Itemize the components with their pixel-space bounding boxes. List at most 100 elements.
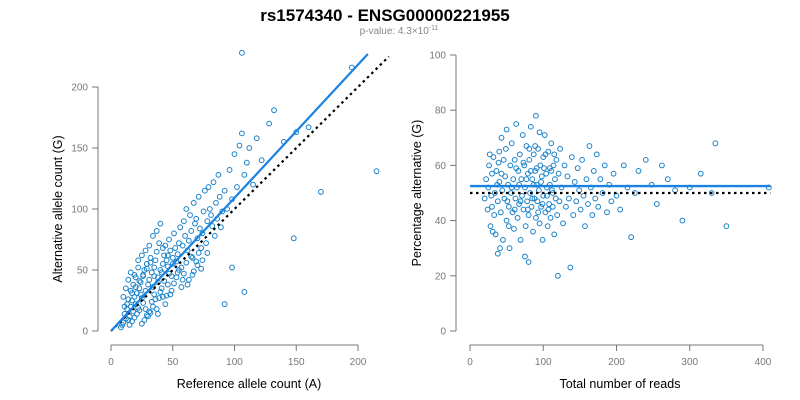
- left-data-point: [209, 223, 216, 229]
- left-data-point: [229, 264, 235, 271]
- left-data-point: [163, 257, 170, 264]
- left-data-point: [131, 271, 138, 278]
- left-data-point: [241, 171, 248, 178]
- right-data-point: [529, 176, 536, 183]
- right-y-tick-label: 20: [435, 271, 447, 282]
- right-data-point: [568, 154, 575, 161]
- right-data-point: [516, 201, 522, 207]
- left-x-tick-label: 50: [167, 357, 179, 368]
- right-data-point: [546, 201, 553, 207]
- right-data-point: [547, 214, 554, 221]
- left-data-point: [146, 242, 153, 249]
- left-data-point: [153, 228, 160, 234]
- right-data-point: [500, 237, 506, 243]
- right-data-point: [524, 170, 531, 177]
- right-data-point: [628, 234, 635, 241]
- right-data-point: [489, 228, 496, 235]
- left-data-point: [226, 167, 233, 173]
- left-data-point: [210, 179, 217, 186]
- right-data-point: [544, 192, 550, 199]
- right-data-point: [487, 223, 494, 230]
- right-data-point: [589, 212, 596, 218]
- left-data-point: [183, 206, 190, 212]
- right-data-point: [610, 170, 617, 177]
- right-data-point: [497, 209, 504, 216]
- right-data-point: [490, 154, 497, 161]
- right-data-point: [617, 206, 624, 213]
- left-data-point: [164, 281, 171, 288]
- left-data-point: [153, 248, 160, 255]
- right-data-point: [522, 223, 529, 230]
- left-data-point: [305, 124, 312, 131]
- right-data-point: [697, 170, 704, 177]
- left-data-point: [197, 225, 203, 232]
- left-data-point: [167, 291, 174, 298]
- right-data-point: [521, 162, 528, 169]
- right-data-point: [523, 143, 530, 149]
- right-data-point: [545, 148, 552, 155]
- right-data-point: [659, 162, 665, 169]
- left-data-point: [120, 293, 127, 300]
- right-y-axis-label: Percentage alternative (G): [410, 120, 424, 267]
- left-data-point: [146, 308, 153, 315]
- right-data-point: [484, 206, 491, 213]
- left-data-point: [137, 291, 144, 298]
- right-data-point: [518, 176, 525, 183]
- right-data-point: [496, 148, 503, 155]
- left-data-point: [141, 317, 148, 323]
- left-data-point: [155, 311, 161, 317]
- right-data-point: [486, 162, 492, 169]
- right-data-point: [511, 225, 517, 232]
- right-data-point: [635, 168, 642, 174]
- left-data-point: [151, 273, 158, 280]
- left-data-point: [199, 257, 206, 264]
- right-data-point: [530, 228, 536, 235]
- left-data-point: [215, 171, 222, 178]
- right-x-tick-label: 300: [681, 357, 698, 368]
- right-data-point: [511, 156, 518, 163]
- right-data-point: [577, 206, 584, 213]
- right-data-point: [570, 212, 577, 218]
- right-data-point: [503, 217, 510, 224]
- right-data-point: [723, 223, 730, 230]
- left-data-point: [195, 250, 202, 256]
- right-data-point: [526, 145, 533, 152]
- left-data-point: [129, 290, 135, 297]
- left-data-point: [203, 240, 209, 247]
- right-data-point: [533, 112, 539, 119]
- right-data-point: [552, 176, 558, 183]
- right-data-point: [538, 179, 544, 185]
- right-data-point: [585, 201, 591, 207]
- right-data-point: [519, 132, 526, 138]
- left-data-point: [174, 251, 181, 258]
- left-data-point: [290, 235, 297, 242]
- right-data-point: [560, 220, 566, 227]
- right-data-point: [517, 237, 524, 243]
- left-x-tick-label: 150: [288, 357, 305, 368]
- right-x-tick-label: 400: [755, 357, 772, 368]
- subtitle-prefix: p-value: 4.3×10: [360, 26, 430, 37]
- right-data-point: [495, 159, 502, 166]
- right-data-point: [494, 250, 501, 257]
- right-data-point: [523, 176, 530, 183]
- right-data-point: [679, 217, 686, 224]
- left-data-point: [132, 284, 139, 290]
- left-data-point: [192, 220, 198, 227]
- left-data-point: [195, 193, 202, 200]
- right-data-point: [489, 170, 495, 177]
- right-data-point: [579, 156, 585, 163]
- left-data-point: [243, 159, 250, 166]
- right-data-point: [508, 140, 515, 147]
- right-data-point: [567, 264, 574, 271]
- right-data-point: [524, 206, 531, 213]
- left-data-point: [216, 193, 223, 200]
- left-data-point: [208, 212, 214, 219]
- left-y-tick-label: 150: [71, 144, 88, 155]
- right-data-point: [537, 162, 544, 169]
- left-data-point: [135, 257, 142, 264]
- left-data-point: [121, 303, 128, 310]
- left-data-point: [172, 245, 179, 251]
- right-data-point: [548, 140, 555, 147]
- left-data-point: [241, 289, 248, 295]
